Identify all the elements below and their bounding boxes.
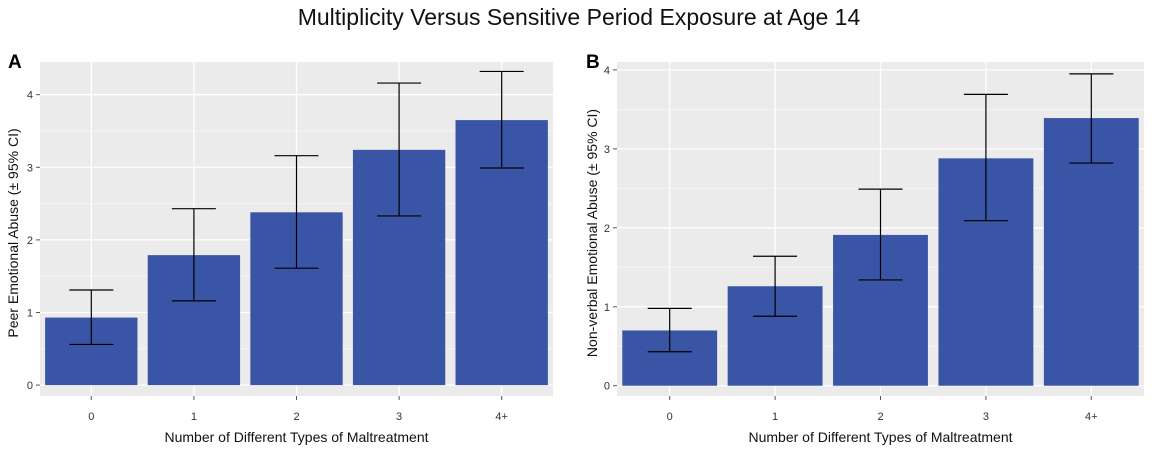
panel-b-x-tick-label: 2 bbox=[877, 411, 883, 423]
panel-a-label: A bbox=[8, 52, 22, 73]
panel-b-label: B bbox=[586, 52, 600, 73]
chart-title: Multiplicity Versus Sensitive Period Exp… bbox=[297, 4, 861, 30]
panel-a-chart: 0 1 2 3 4 0 1 2 3 4+ Number of Different Types of … bbox=[5, 62, 553, 445]
panel-a-y-tick-label: 3 bbox=[27, 162, 33, 174]
panel-b-x-tick-label: 3 bbox=[983, 411, 989, 423]
panel-a-y-tick-label: 4 bbox=[27, 90, 33, 102]
panel-a-y-tick-label: 1 bbox=[27, 308, 33, 320]
panel-b-y-tick-label: 4 bbox=[604, 65, 610, 77]
panel-b-chart: 0 1 2 3 4 0 1 2 3 4+ Number of Different Types of … bbox=[584, 62, 1144, 445]
panel-a-x-tick-label: 0 bbox=[88, 411, 94, 423]
panel-b-x-tick-label: 0 bbox=[667, 411, 673, 423]
panel-a-y-tick-label: 0 bbox=[27, 380, 33, 392]
panel-b-x-tick-label: 4+ bbox=[1085, 411, 1098, 423]
panel-a-x-axis-title: Number of Different Types of Maltreatmen… bbox=[164, 429, 428, 445]
panel-b-y-axis-title: Non-verbal Emotional Abuse (± 95% CI) bbox=[584, 109, 600, 357]
panel-a-x-tick-label: 2 bbox=[293, 411, 299, 423]
panel-a-x-tick-label: 4+ bbox=[495, 411, 508, 423]
panel-a-y-tick-label: 2 bbox=[27, 235, 33, 247]
panel-a-x-tick-label: 1 bbox=[191, 411, 197, 423]
panel-b-y-tick-label: 2 bbox=[604, 223, 610, 235]
panel-b-y-tick-label: 3 bbox=[604, 144, 610, 156]
panel-b-x-axis-title: Number of Different Types of Maltreatmen… bbox=[748, 429, 1012, 445]
panel-b-y-tick-label: 0 bbox=[604, 381, 610, 393]
panel-b-x-tick-label: 1 bbox=[772, 411, 778, 423]
panel-a-x-tick-label: 3 bbox=[396, 411, 402, 423]
panel-a-y-axis-title: Peer Emotional Abuse (± 95% CI) bbox=[5, 128, 21, 337]
panel-b-y-tick-label: 1 bbox=[604, 302, 610, 314]
